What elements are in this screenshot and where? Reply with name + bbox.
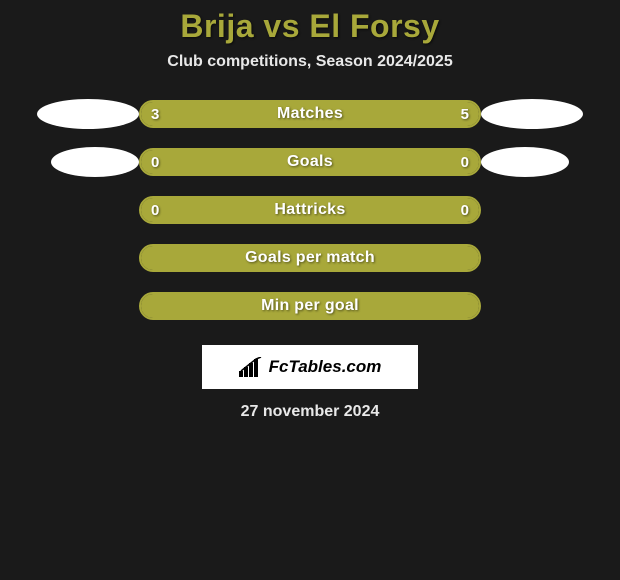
- stat-label: Matches: [141, 105, 479, 123]
- stat-bar: 00Goals: [139, 148, 481, 176]
- player-avatar-left: [37, 99, 139, 129]
- avatar-spacer: [481, 243, 583, 273]
- stats-list: 35Matches 00Goals 00Hattricks Goals per mat…: [0, 99, 620, 339]
- source-banner[interactable]: FcTables.com: [202, 345, 418, 389]
- footer-date: 27 november 2024: [241, 403, 380, 421]
- comparison-widget: Brija vs El Forsy Club competitions, Sea…: [0, 0, 620, 421]
- stat-label: Goals per match: [141, 249, 479, 267]
- avatar-spacer: [37, 243, 139, 273]
- stat-bar: Min per goal: [139, 292, 481, 320]
- stat-row: Min per goal: [0, 291, 620, 321]
- stat-label: Goals: [141, 153, 479, 171]
- stat-row: 00Goals: [0, 147, 620, 177]
- stat-row: 00Hattricks: [0, 195, 620, 225]
- stat-row: Goals per match: [0, 243, 620, 273]
- source-label: FcTables.com: [269, 357, 382, 377]
- stat-row: 35Matches: [0, 99, 620, 129]
- avatar-spacer: [481, 291, 583, 321]
- stat-label: Hattricks: [141, 201, 479, 219]
- stat-bar: 35Matches: [139, 100, 481, 128]
- player-avatar-right: [481, 147, 569, 177]
- player-avatar-right: [481, 99, 583, 129]
- avatar-spacer: [37, 291, 139, 321]
- page-title: Brija vs El Forsy: [180, 8, 439, 45]
- player-avatar-left: [51, 147, 139, 177]
- page-subtitle: Club competitions, Season 2024/2025: [167, 53, 452, 71]
- stat-bar: 00Hattricks: [139, 196, 481, 224]
- bars-icon: [239, 357, 263, 377]
- avatar-spacer: [481, 195, 583, 225]
- stat-bar: Goals per match: [139, 244, 481, 272]
- avatar-spacer: [37, 195, 139, 225]
- stat-label: Min per goal: [141, 297, 479, 315]
